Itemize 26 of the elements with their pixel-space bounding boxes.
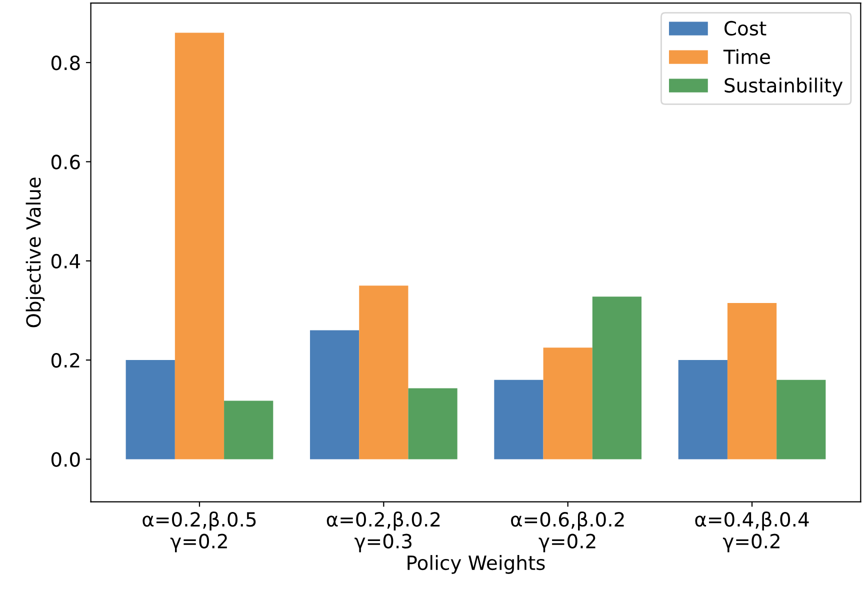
- legend-label: Sustainbility: [724, 78, 843, 96]
- y-tick-label: 0.6: [51, 154, 80, 170]
- bar: [592, 296, 642, 460]
- bar: [359, 286, 408, 460]
- bar: [543, 348, 592, 460]
- x-tick-label: α=0.2,β.0.5 γ=0.2: [142, 512, 256, 552]
- legend-label: Cost: [724, 20, 766, 36]
- bar: [494, 380, 544, 460]
- x-tick-label: α=0.6,β.0.2 γ=0.2: [511, 512, 624, 552]
- bar: [727, 303, 777, 460]
- bar: [126, 360, 175, 460]
- bar: [408, 388, 458, 460]
- x-axis-title: Policy Weights: [408, 555, 545, 574]
- y-tick-label: 0.4: [51, 254, 80, 269]
- bar: [776, 380, 826, 460]
- y-tick-label: 0.0: [51, 452, 80, 467]
- x-tick-label: α=0.4,β.0.4 γ=0.2: [695, 512, 809, 552]
- bar: [678, 360, 728, 460]
- legend-label: Time: [723, 49, 770, 64]
- bar: [310, 330, 360, 460]
- bar: [224, 400, 274, 460]
- y-tick-label: 0.8: [51, 56, 80, 70]
- bar: [174, 32, 224, 460]
- x-tick-label: α=0.2,β.0.2 γ=0.3: [326, 512, 440, 552]
- y-tick-label: 0.2: [51, 352, 80, 368]
- y-axis-title: Objective Value: [26, 178, 45, 328]
